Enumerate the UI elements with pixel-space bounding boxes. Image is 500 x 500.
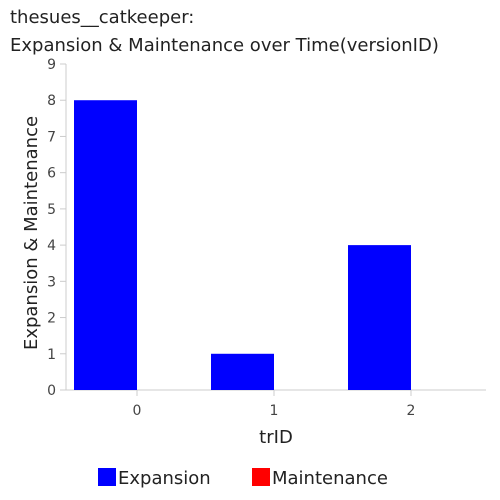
- chart-title: thesues__catkeeper:: [10, 7, 194, 28]
- y-tick-label: 0: [47, 383, 56, 399]
- y-tick-label: 8: [47, 93, 56, 109]
- legend-swatch-maintenance: [252, 468, 270, 486]
- y-tick-label: 7: [47, 129, 56, 145]
- bar-expansion-2: [348, 245, 411, 390]
- bars: [74, 100, 411, 390]
- y-tick-label: 1: [47, 347, 56, 363]
- chart-subtitle: Expansion & Maintenance over Time(versio…: [10, 35, 439, 56]
- y-axis-title: Expansion & Maintenance: [21, 116, 42, 350]
- y-tick-label: 6: [47, 166, 56, 182]
- bar-expansion-0: [74, 100, 137, 390]
- x-ticks: 0 1 2: [133, 390, 416, 419]
- x-axis-title: trID: [259, 427, 293, 448]
- legend-label-maintenance: Maintenance: [272, 468, 388, 489]
- bar-expansion-1: [211, 353, 274, 390]
- legend-label-expansion: Expansion: [118, 468, 211, 489]
- y-tick-label: 5: [47, 202, 56, 218]
- x-tick-label: 2: [407, 403, 416, 419]
- y-tick-label: 4: [47, 238, 56, 254]
- y-tick-label: 3: [47, 274, 56, 290]
- x-tick-label: 1: [270, 403, 279, 419]
- y-ticks: 0 1 2 3 4 5 6 7 8 9: [47, 57, 66, 399]
- legend-swatch-expansion: [98, 468, 116, 486]
- y-tick-label: 2: [47, 311, 56, 327]
- y-tick-label: 9: [47, 57, 56, 73]
- x-tick-label: 0: [133, 403, 142, 419]
- legend: Expansion Maintenance: [98, 468, 388, 489]
